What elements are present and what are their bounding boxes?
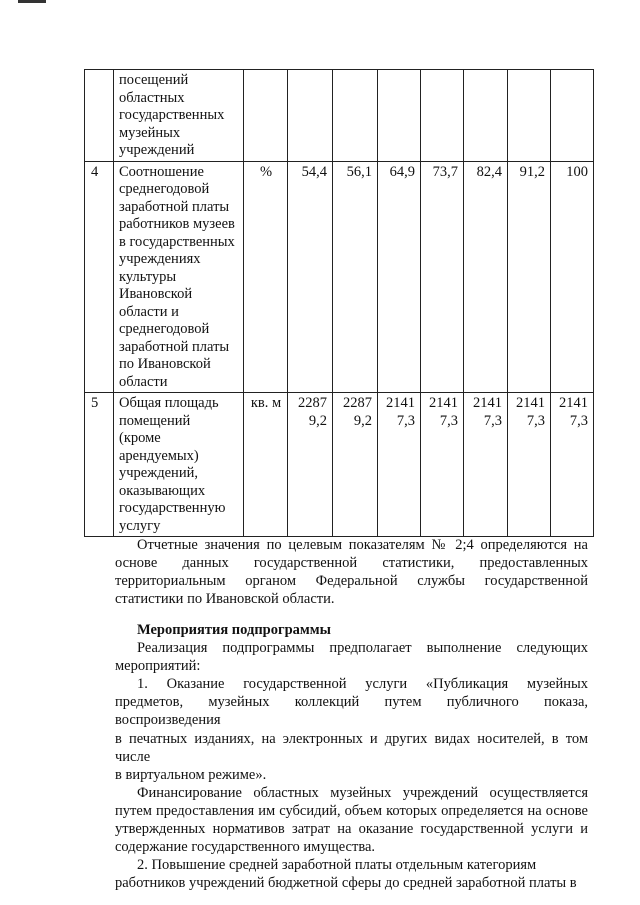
text-line: утвержденных нормативов затрат на оказан… <box>115 821 588 838</box>
value-cell <box>463 69 508 162</box>
indicator-description-cell: посещений областных государственных музе… <box>113 69 244 162</box>
value-cell: 2141 7,3 <box>420 392 464 537</box>
text-line: статистики по Ивановской области. <box>115 591 335 608</box>
text-line: работников учреждений бюджетной сферы до… <box>115 875 577 892</box>
section: Мероприятия подпрограммы Реализация подп… <box>115 621 588 892</box>
text-line: предметов, музейных коллекций путем публ… <box>115 694 588 729</box>
text-line: основе данных государственной статистики… <box>115 555 588 572</box>
table-row: 4 Соотношение среднегодовой заработной пл… <box>84 160 594 393</box>
value-cell: 2287 9,2 <box>332 392 378 537</box>
text-line: Реализация подпрограммы предполагает вып… <box>137 640 588 657</box>
unit-cell: % <box>243 160 288 393</box>
value-cell <box>507 69 551 162</box>
row-index-cell <box>84 69 114 162</box>
indicator-description-cell: Общая площадь помещений (кроме арендуемы… <box>113 392 244 537</box>
value-cell: 100 <box>550 160 594 393</box>
value-cell: 64,9 <box>377 160 421 393</box>
indicators-table: посещений областных государственных музе… <box>84 69 594 537</box>
text-line: в виртуальном режиме». <box>115 766 267 783</box>
value-cell: 82,4 <box>463 160 508 393</box>
row-index-cell: 4 <box>84 160 114 393</box>
value-cell: 91,2 <box>507 160 551 393</box>
row-index-cell: 5 <box>84 392 114 537</box>
value-cell: 54,4 <box>287 160 333 393</box>
text-line: территориальным органом Федеральной служ… <box>115 573 588 590</box>
value-cell: 2287 9,2 <box>287 392 333 537</box>
text-line: путем предоставления им субсидий, объем … <box>115 802 588 819</box>
table-row: посещений областных государственных музе… <box>84 69 594 162</box>
scan-artifact <box>18 0 46 3</box>
text-line: 2. Повышение средней заработной платы от… <box>137 857 537 874</box>
value-cell <box>420 69 464 162</box>
value-cell <box>332 69 378 162</box>
value-cell <box>377 69 421 162</box>
text-line: Финансирование областных музейных учрежд… <box>137 784 588 801</box>
table-row: 5 Общая площадь помещений (кроме арендуем… <box>84 392 594 537</box>
value-cell: 2141 7,3 <box>377 392 421 537</box>
indicator-description-cell: Соотношение среднегодовой заработной пла… <box>113 160 244 393</box>
text-line: мероприятий: <box>115 658 201 675</box>
value-cell <box>287 69 333 162</box>
value-cell: 2141 7,3 <box>550 392 594 537</box>
unit-cell: кв. м <box>243 392 288 537</box>
value-cell: 73,7 <box>420 160 464 393</box>
unit-cell <box>243 69 288 162</box>
value-cell <box>550 69 594 162</box>
note-paragraph: Отчетные значения по целевым показателям… <box>115 536 588 608</box>
text-line: содержание государственного имущества. <box>115 839 376 856</box>
value-cell: 2141 7,3 <box>463 392 508 537</box>
text-line: 1. Оказание государственной услуги «Публ… <box>137 676 588 693</box>
text-line: в печатных изданиях, на электронных и др… <box>115 730 588 765</box>
value-cell: 56,1 <box>332 160 378 393</box>
value-cell: 2141 7,3 <box>507 392 551 537</box>
text-line: Отчетные значения по целевым показателям… <box>137 537 588 553</box>
section-heading: Мероприятия подпрограммы <box>137 622 331 638</box>
